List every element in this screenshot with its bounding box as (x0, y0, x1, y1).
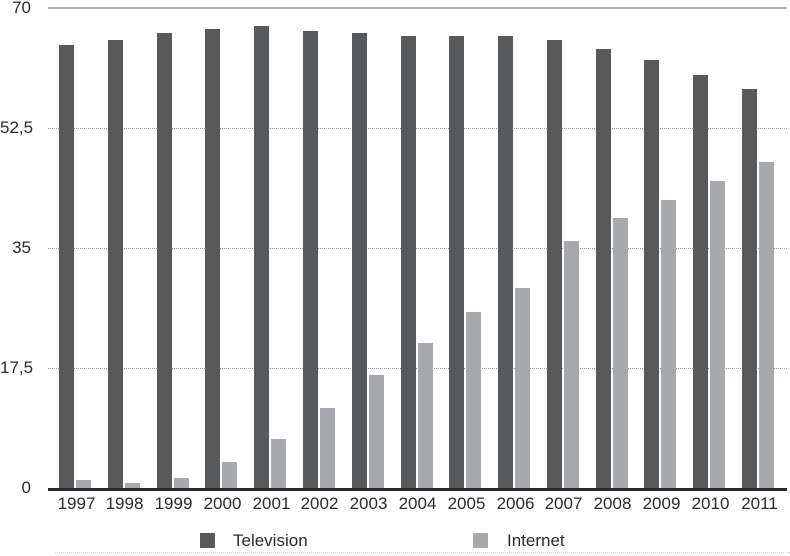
x-axis-label-1998: 1998 (105, 494, 144, 513)
television-bar-2002 (303, 31, 318, 488)
television-bar-2007 (547, 40, 562, 488)
internet-bar-2004 (418, 343, 433, 488)
internet-bar-2005 (466, 312, 481, 488)
internet-bar-2003 (369, 375, 384, 488)
television-bar-2008 (596, 49, 611, 488)
television-bar-1999 (157, 33, 172, 488)
gridline-17.5 (48, 368, 787, 369)
gridline-70 (48, 7, 787, 9)
television-bar-2006 (498, 36, 513, 488)
internet-bar-1998 (125, 483, 140, 488)
x-axis-label-2001: 2001 (252, 494, 291, 513)
x-axis-label-2008: 2008 (593, 494, 632, 513)
gridline-35 (48, 248, 787, 249)
internet-bar-2008 (613, 218, 628, 488)
y-axis-tick-label-0: 0 (21, 478, 31, 497)
x-axis-label-1999: 1999 (154, 494, 193, 513)
internet-bar-2002 (320, 408, 335, 488)
x-axis-label-2010: 2010 (691, 494, 730, 513)
y-axis-tick-label-70: 70 (12, 0, 31, 17)
x-axis-line (48, 488, 787, 491)
x-axis-label-2004: 2004 (398, 494, 437, 513)
y-axis-tick-label-52.5: 52,5 (0, 118, 34, 137)
legend-swatch-television (200, 533, 215, 548)
legend-label-television: Television (233, 531, 308, 550)
x-axis-label-2002: 2002 (300, 494, 339, 513)
x-axis-label-2006: 2006 (496, 494, 535, 513)
x-axis-label-2009: 2009 (642, 494, 681, 513)
x-axis-label-2003: 2003 (349, 494, 388, 513)
page-bottom-rule (55, 552, 790, 553)
television-bar-2000 (205, 29, 220, 488)
x-axis-label-2005: 2005 (447, 494, 486, 513)
legend-label-internet: Internet (507, 531, 565, 550)
legend-swatch-internet (473, 533, 488, 548)
television-bar-2001 (254, 26, 269, 488)
internet-bar-2006 (515, 288, 530, 488)
internet-bar-2009 (661, 200, 676, 488)
x-axis-label-2007: 2007 (544, 494, 583, 513)
television-bar-2009 (644, 60, 659, 488)
y-axis-tick-label-35: 35 (12, 238, 31, 257)
x-axis-label-1997: 1997 (57, 494, 96, 513)
internet-bar-2001 (271, 439, 286, 488)
internet-bar-2010 (710, 181, 725, 488)
x-axis-label-2000: 2000 (203, 494, 242, 513)
television-bar-2004 (401, 36, 416, 488)
television-bar-2011 (742, 89, 757, 488)
internet-bar-1999 (174, 478, 189, 488)
television-bar-2003 (352, 33, 367, 488)
internet-bar-2011 (759, 162, 774, 488)
y-axis-tick-label-17.5: 17,5 (0, 358, 34, 377)
television-bar-2010 (693, 75, 708, 488)
television-bar-1998 (108, 40, 123, 488)
internet-bar-2000 (222, 462, 237, 488)
television-bar-1997 (59, 45, 74, 488)
internet-bar-2007 (564, 241, 579, 488)
x-axis-label-2011: 2011 (741, 494, 778, 513)
gridline-52.5 (48, 128, 787, 129)
television-bar-2005 (449, 36, 464, 488)
internet-bar-1997 (76, 480, 91, 488)
